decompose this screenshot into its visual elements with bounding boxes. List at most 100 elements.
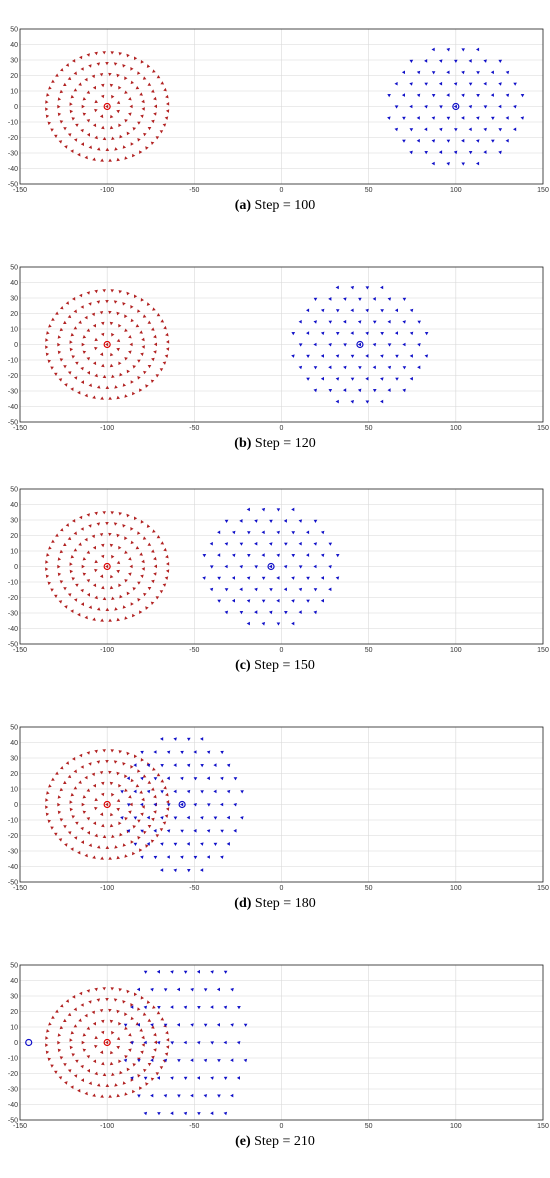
red-agent <box>156 1011 161 1015</box>
red-agent <box>151 89 155 93</box>
red-agent <box>102 749 106 753</box>
red-agent <box>137 1074 141 1078</box>
red-agent <box>73 1024 78 1028</box>
blue-agent <box>313 610 317 615</box>
blue-agent <box>358 366 362 370</box>
panel-caption: (d) Step = 180 <box>0 896 550 912</box>
red-agent <box>114 1083 118 1087</box>
red-agent <box>137 359 141 363</box>
blue-agent <box>416 138 420 143</box>
red-agent <box>108 1008 112 1013</box>
red-agent <box>100 83 105 88</box>
red-agent <box>109 363 114 368</box>
blue-agent <box>476 161 480 166</box>
blue-agent <box>232 530 236 535</box>
blue-agent <box>476 139 480 143</box>
x-tick-label: 100 <box>450 885 462 890</box>
blue-agent <box>150 1093 154 1098</box>
blue-agent <box>193 750 197 754</box>
y-tick-label: -30 <box>8 849 18 856</box>
red-agent <box>71 355 76 359</box>
red-agent <box>73 376 78 380</box>
red-agent <box>111 792 115 797</box>
blue-agent <box>254 519 258 523</box>
red-agent <box>165 807 170 811</box>
blue-agent <box>180 855 184 859</box>
blue-agent <box>206 776 210 781</box>
blue-agent <box>402 116 406 120</box>
red-agent <box>128 1048 132 1052</box>
red-agent <box>94 595 98 600</box>
red-agent <box>165 332 169 337</box>
red-agent <box>124 76 128 81</box>
red-agent <box>45 114 50 119</box>
blue-agent <box>231 576 235 580</box>
red-agent <box>86 513 90 517</box>
blue-agent <box>126 776 130 781</box>
y-tick-label: 0 <box>14 342 18 349</box>
red-agent <box>137 598 141 602</box>
blue-agent <box>291 354 295 358</box>
blue-agent <box>170 1005 174 1009</box>
red-agent <box>45 567 49 571</box>
blue-agent <box>424 59 428 63</box>
red-agent <box>128 557 132 561</box>
blue-agent <box>343 343 347 347</box>
red-agent <box>55 311 59 315</box>
red-agent <box>63 82 67 86</box>
x-tick-label: 50 <box>365 425 373 430</box>
red-agent <box>59 89 64 94</box>
blue-agent <box>387 319 391 324</box>
red-agent <box>94 511 98 516</box>
blue-agent <box>243 1058 248 1063</box>
blue-agent <box>409 59 414 63</box>
red-agent <box>116 617 120 622</box>
red-agent <box>50 588 54 592</box>
red-agent <box>63 320 67 324</box>
caption-letter: (a) <box>234 198 252 213</box>
red-agent <box>153 96 157 101</box>
x-tick-label: -100 <box>100 187 114 192</box>
caption-text: Step = 100 <box>251 198 316 213</box>
blue-agent <box>173 868 177 873</box>
blue-agent <box>357 388 362 393</box>
blue-agent <box>261 553 265 557</box>
red-agent <box>88 762 92 766</box>
red-agent <box>73 598 78 602</box>
blue-agent <box>243 1023 248 1027</box>
y-tick-label: -50 <box>8 1118 18 1125</box>
blue-agent <box>446 162 450 166</box>
blue-agent <box>461 116 465 120</box>
red-agent <box>145 606 149 610</box>
red-agent <box>77 152 81 157</box>
red-agent <box>130 602 134 606</box>
red-agent <box>139 848 143 852</box>
blue-agent <box>520 94 525 98</box>
panel-caption: (a) Step = 100 <box>0 198 550 214</box>
blue-agent <box>166 855 170 859</box>
red-agent <box>153 334 157 339</box>
red-agent <box>113 522 118 526</box>
blue-agent <box>276 622 281 626</box>
red-agent <box>141 337 145 342</box>
red-agent <box>55 73 59 77</box>
red-agent <box>48 1022 52 1026</box>
blue-agent <box>210 1041 215 1045</box>
red-agent <box>140 1050 144 1055</box>
panel-caption: (c) Step = 150 <box>0 658 550 674</box>
red-agent <box>137 769 141 773</box>
blue-agent <box>120 790 124 794</box>
red-agent <box>57 1040 61 1045</box>
red-agent <box>59 1025 64 1030</box>
scatter-plot: -150 -100 -50 0 50 100 15050403020100-10-20-30… <box>8 487 549 653</box>
red-agent <box>129 802 133 807</box>
blue-agent <box>350 331 354 335</box>
blue-agent <box>239 587 243 592</box>
x-tick-label: -50 <box>189 187 199 192</box>
red-agent <box>45 1050 50 1055</box>
red-agent <box>69 102 73 106</box>
red-agent <box>162 123 167 127</box>
y-tick-label: 10 <box>10 327 18 334</box>
red-agent <box>46 93 50 97</box>
blue-agent <box>461 93 465 98</box>
